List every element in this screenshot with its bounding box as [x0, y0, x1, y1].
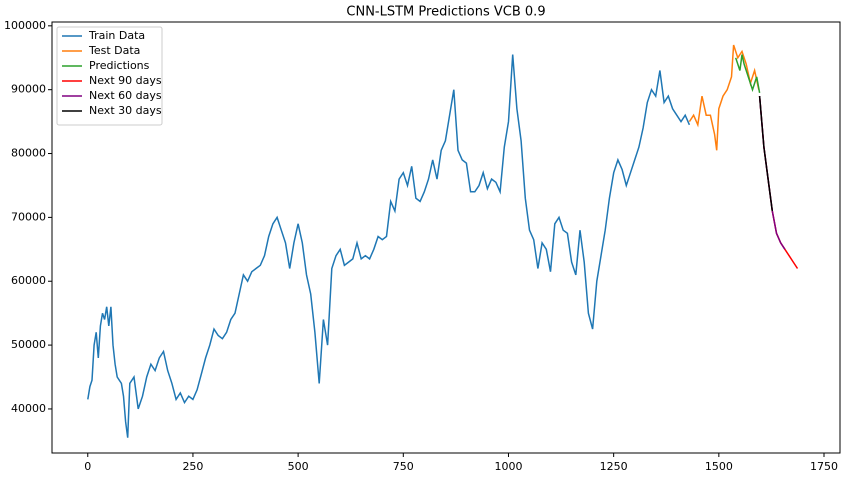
legend-box	[56, 26, 163, 126]
chart-title: CNN-LSTM Predictions VCB 0.9	[346, 5, 545, 20]
y-tick-label: 50000	[11, 338, 46, 351]
x-tick-label: 1500	[705, 460, 733, 473]
legend-label: Test Data	[88, 44, 140, 57]
x-tick-label: 1000	[494, 460, 522, 473]
y-tick-label: 40000	[11, 402, 46, 415]
y-tick-label: 100000	[4, 19, 46, 32]
series-line	[734, 54, 761, 94]
x-tick-label: 1250	[600, 460, 628, 473]
legend-label: Train Data	[88, 29, 145, 42]
legend-label: Next 30 days	[89, 104, 162, 117]
y-tick-label: 60000	[11, 274, 46, 287]
y-tick-label: 80000	[11, 147, 46, 160]
x-tick-label: 0	[84, 460, 91, 473]
legend-label: Next 90 days	[89, 74, 162, 87]
series-line	[758, 96, 774, 212]
x-tick-label: 1750	[810, 460, 838, 473]
y-tick-label: 90000	[11, 83, 46, 96]
x-tick-label: 750	[393, 460, 414, 473]
x-tick-label: 500	[288, 460, 309, 473]
y-tick-label: 70000	[11, 210, 46, 223]
series-line	[688, 44, 760, 151]
series-line	[87, 54, 691, 438]
x-tick-label: 250	[182, 460, 203, 473]
legend-label: Predictions	[89, 59, 150, 72]
legend-label: Next 60 days	[89, 89, 162, 102]
plot-frame	[51, 21, 841, 454]
